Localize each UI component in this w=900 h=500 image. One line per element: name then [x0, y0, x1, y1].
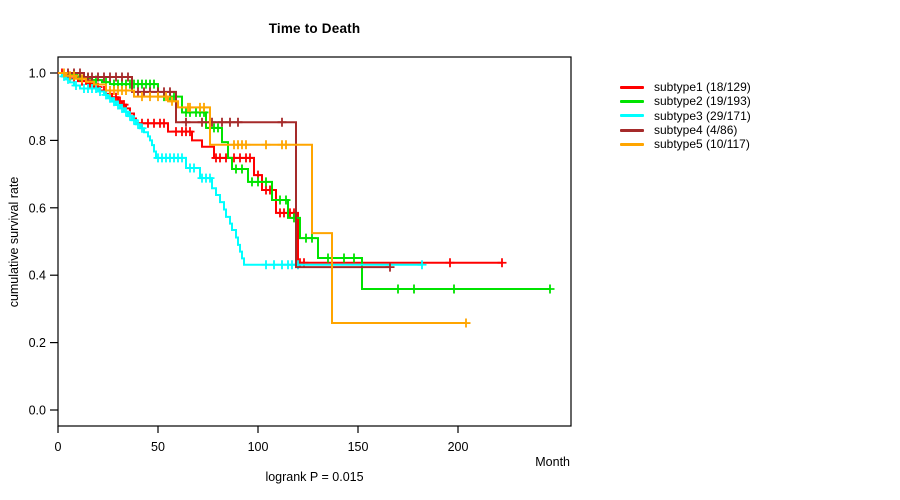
- censor-mark: [261, 260, 271, 270]
- plot-border: [57, 56, 572, 427]
- censor-mark: [181, 117, 191, 127]
- censor-mark: [167, 96, 177, 106]
- legend-label: subtype3 (29/171): [654, 108, 751, 123]
- survival-curve-subtype4: [58, 72, 390, 269]
- y-tick-label: 0.8: [29, 134, 46, 148]
- survival-curve-subtype2: [58, 72, 550, 291]
- censor-mark: [111, 92, 121, 102]
- y-tick-label: 0.2: [29, 336, 46, 350]
- censor-mark: [261, 140, 271, 150]
- censor-mark: [445, 258, 455, 268]
- censor-mark: [153, 92, 163, 102]
- censor-mark: [281, 195, 291, 205]
- censor-mark: [213, 123, 223, 133]
- x-axis-label: Month: [535, 455, 570, 469]
- legend-item-subtype2: subtype2 (19/193): [620, 94, 751, 108]
- censor-mark: [199, 102, 209, 112]
- censor-mark: [185, 127, 195, 137]
- censor-mark: [281, 140, 291, 150]
- y-tick-label: 1.0: [29, 67, 46, 81]
- censor-mark: [233, 117, 243, 127]
- censor-mark: [197, 117, 207, 127]
- legend-label: subtype2 (19/193): [654, 94, 751, 109]
- censor-mark: [71, 80, 81, 90]
- censor-mark: [261, 177, 271, 187]
- censor-mark: [77, 74, 87, 84]
- legend-label: subtype5 (10/117): [654, 137, 750, 152]
- x-tick-label: 0: [55, 440, 62, 454]
- x-tick-label: 200: [448, 440, 469, 454]
- legend-item-subtype3: subtype3 (29/171): [620, 109, 751, 123]
- censor-mark: [137, 92, 147, 102]
- x-tick-label: 50: [151, 440, 165, 454]
- censor-mark: [245, 153, 255, 163]
- legend-label: subtype1 (18/129): [654, 80, 751, 95]
- censor-mark: [269, 260, 279, 270]
- censor-mark: [159, 118, 169, 128]
- legend-line-swatch: [620, 128, 644, 132]
- censor-mark: [385, 262, 395, 272]
- censor-mark: [339, 253, 349, 263]
- censor-mark: [225, 117, 235, 127]
- legend-line-swatch: [620, 142, 644, 146]
- censor-mark: [161, 92, 171, 102]
- y-tick-label: 0.4: [29, 269, 46, 283]
- y-tick-label: 0.6: [29, 201, 46, 215]
- y-tick-label: 0.0: [29, 404, 46, 418]
- legend-line-swatch: [620, 99, 644, 103]
- censor-mark: [207, 117, 217, 127]
- censor-mark: [129, 115, 139, 125]
- censor-mark: [393, 284, 403, 294]
- legend-item-subtype5: subtype5 (10/117): [620, 137, 751, 151]
- censor-mark: [69, 71, 79, 81]
- censor-mark: [125, 111, 135, 121]
- legend: subtype1 (18/129) subtype2 (19/193) subtyp…: [620, 80, 751, 151]
- censor-mark: [59, 68, 69, 78]
- censor-mark: [497, 258, 507, 268]
- censor-mark: [253, 177, 263, 187]
- censor-mark: [217, 117, 227, 127]
- x-tick-label: 150: [348, 440, 369, 454]
- censor-mark: [121, 107, 131, 117]
- censor-mark: [205, 173, 215, 183]
- censor-mark: [307, 233, 317, 243]
- legend-item-subtype4: subtype4 (4/86): [620, 123, 751, 137]
- censor-mark: [349, 253, 359, 263]
- legend-line-swatch: [620, 85, 644, 89]
- censor-mark: [237, 164, 247, 174]
- x-tick-label: 100: [248, 440, 269, 454]
- chart-title: Time to Death: [268, 21, 361, 36]
- censor-mark: [185, 102, 195, 112]
- censor-mark: [145, 92, 155, 102]
- logrank-annotation: logrank P = 0.015: [265, 470, 364, 484]
- legend-item-subtype1: subtype1 (18/129): [620, 80, 751, 94]
- censor-mark: [149, 79, 159, 89]
- censor-mark: [75, 68, 85, 78]
- censor-mark: [133, 119, 143, 129]
- censor-mark: [545, 284, 555, 294]
- censor-mark: [409, 284, 419, 294]
- censor-mark: [189, 163, 199, 173]
- survival-curve-subtype5: [58, 72, 466, 325]
- censor-mark: [165, 87, 175, 97]
- censor-mark: [123, 72, 133, 82]
- censor-mark: [95, 87, 105, 97]
- censor-mark: [277, 117, 287, 127]
- censor-mark: [417, 260, 427, 270]
- censor-mark: [449, 284, 459, 294]
- censor-mark: [121, 86, 131, 96]
- censor-mark: [137, 123, 147, 133]
- censor-mark: [461, 318, 471, 328]
- censor-mark: [241, 140, 251, 150]
- censor-mark: [177, 153, 187, 163]
- legend-label: subtype4 (4/86): [654, 123, 738, 138]
- legend-line-swatch: [620, 114, 644, 118]
